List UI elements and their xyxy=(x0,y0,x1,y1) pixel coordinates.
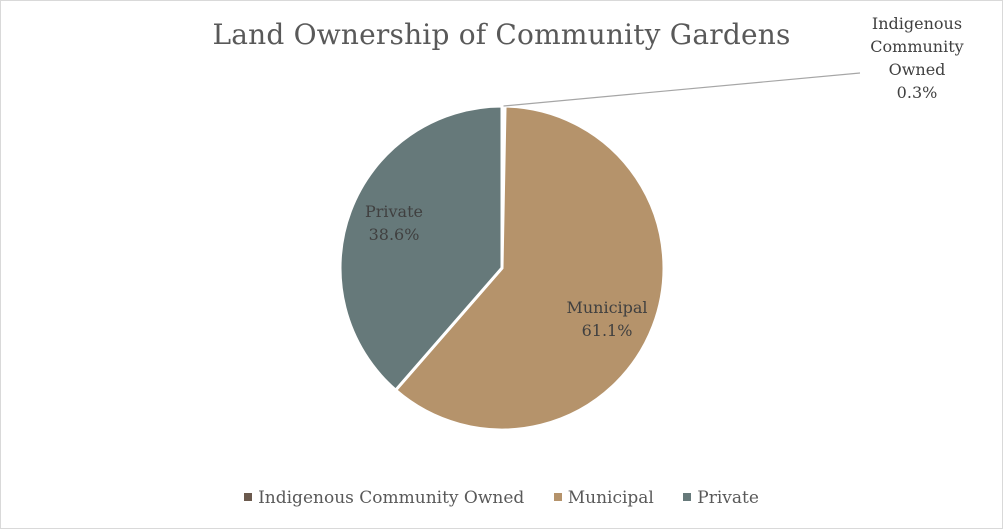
data-label-indigenous: Indigenous Community Owned 0.3% xyxy=(870,14,963,102)
pie-slice-private xyxy=(338,104,504,392)
legend-swatch xyxy=(553,493,562,501)
legend-label: Municipal xyxy=(567,488,654,508)
legend-item-indigenous: Indigenous Community Owned xyxy=(244,488,524,508)
leader-line xyxy=(503,72,861,107)
legend-item-municipal: Municipal xyxy=(553,488,654,508)
legend-label: Indigenous Community Owned xyxy=(258,488,525,508)
legend-swatch xyxy=(244,493,253,501)
chart-title: Land Ownership of Community Gardens xyxy=(212,18,791,51)
legend: Indigenous Community Owned Municipal Pri… xyxy=(0,488,1003,508)
legend-swatch xyxy=(683,493,692,501)
pie-slice-municipal xyxy=(394,104,666,432)
data-label-municipal: Municipal 61.1% xyxy=(566,298,647,340)
legend-label: Private xyxy=(697,488,759,508)
legend-item-private: Private xyxy=(683,488,759,508)
data-label-private: Private 38.6% xyxy=(365,202,423,244)
